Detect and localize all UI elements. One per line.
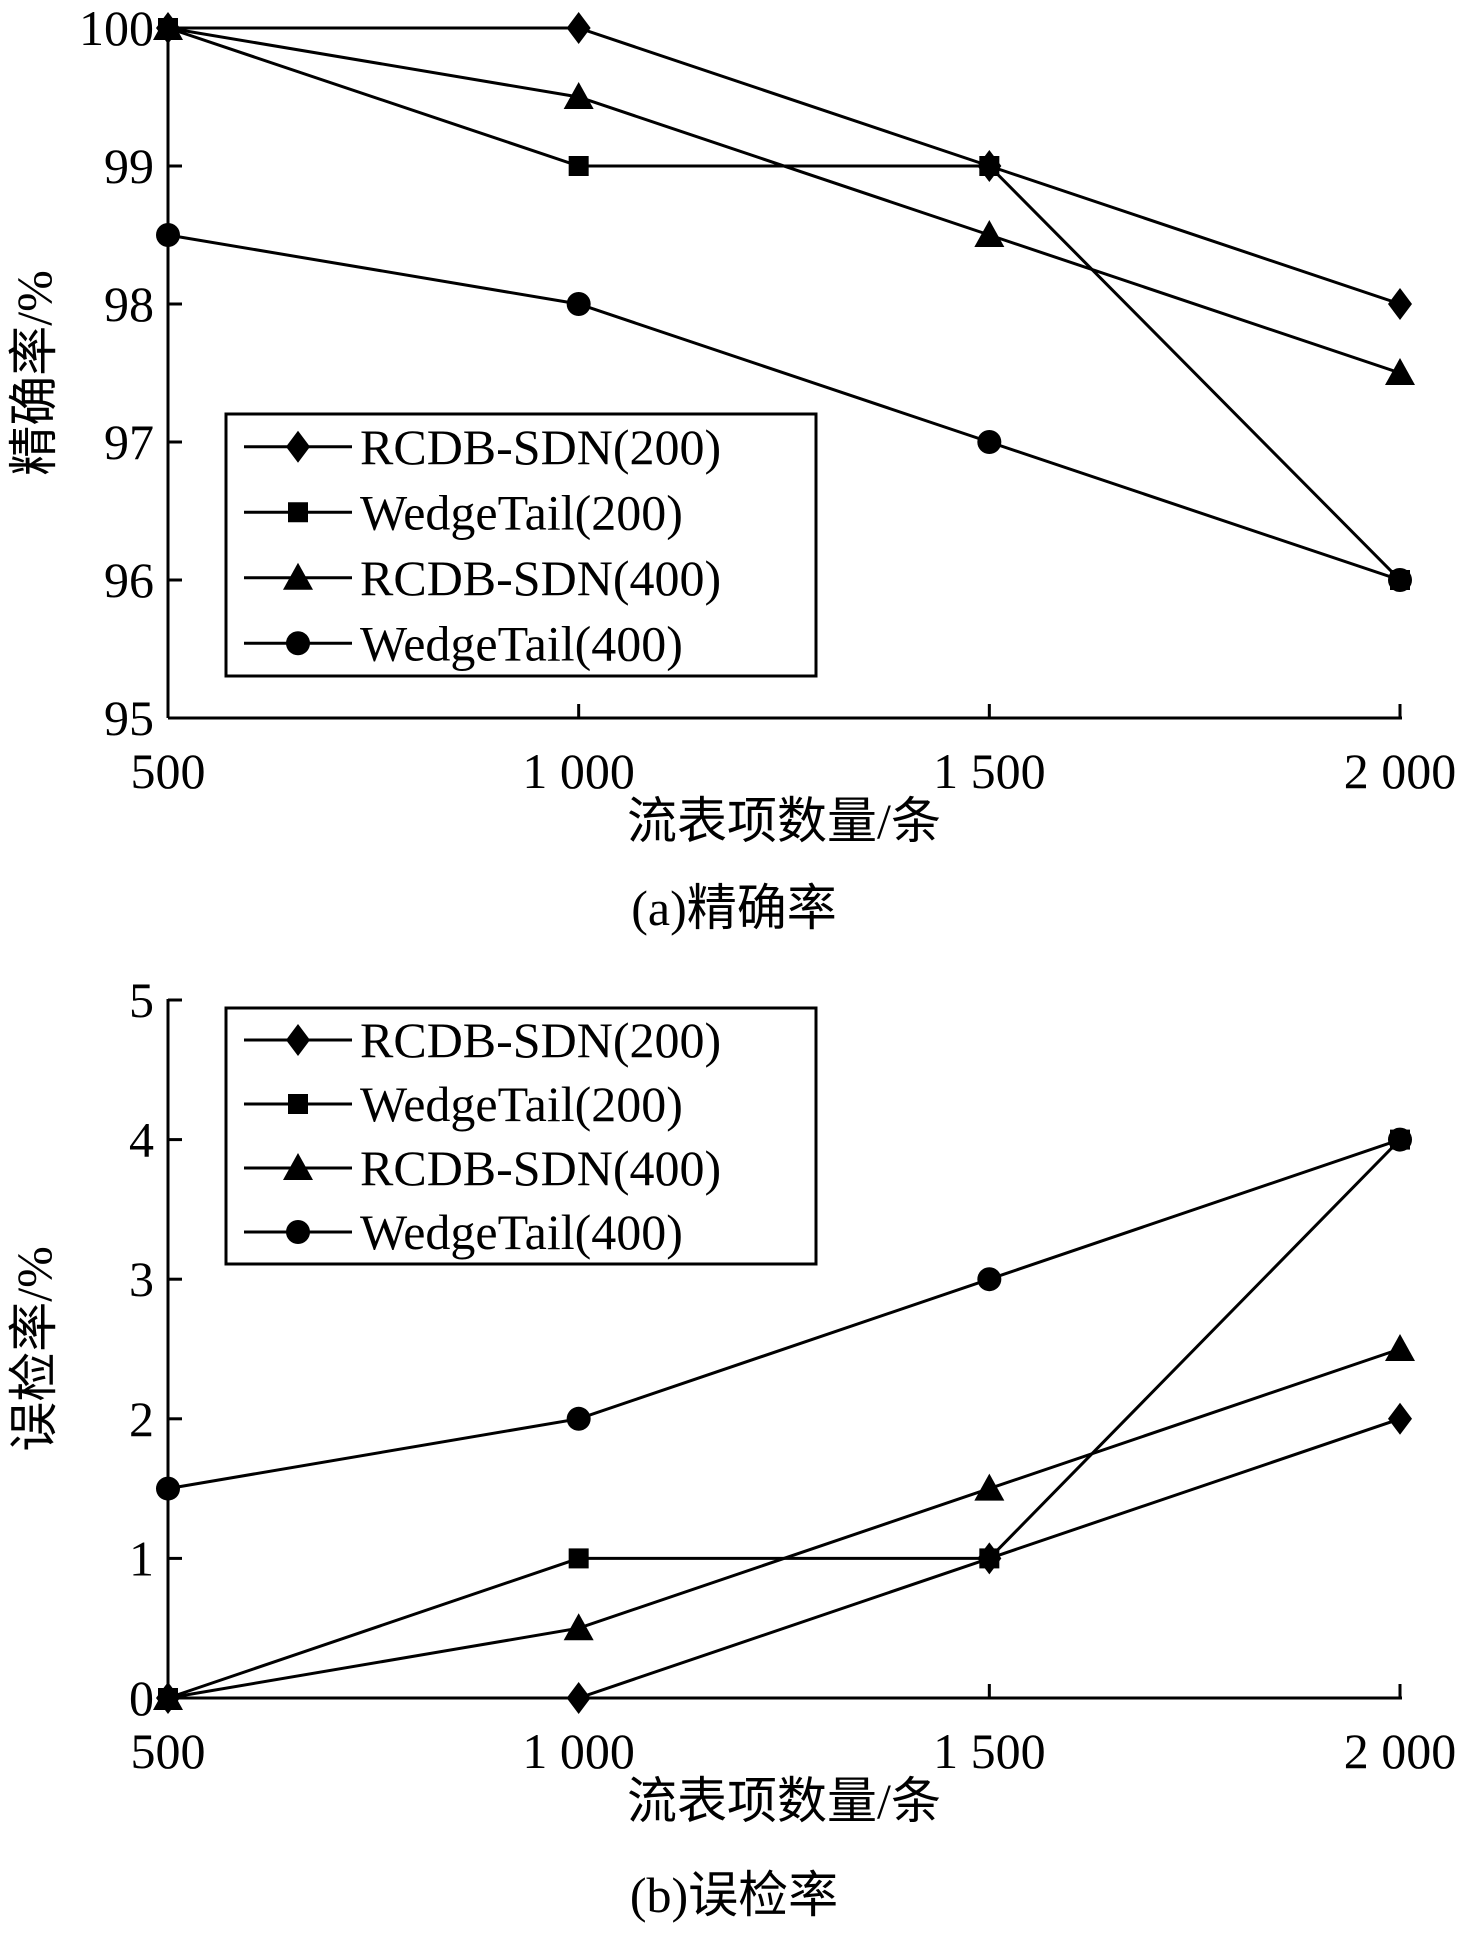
chart-0-y-tick-label: 96 (104, 552, 154, 608)
chart-0-y-tick-label: 97 (104, 414, 154, 470)
chart-0-y-tick-label: 98 (104, 276, 154, 332)
chart-1-legend-label: RCDB-SDN(200) (360, 1012, 721, 1068)
chart-0-legend-label: WedgeTail(400) (360, 615, 683, 671)
chart-0-legend-marker (286, 430, 310, 463)
chart-0-series-3-point (977, 430, 1002, 454)
chart-1-y-tick-label: 2 (129, 1391, 154, 1447)
chart-0-series-2-point (153, 13, 183, 40)
chart-1-x-tick-label: 1 000 (522, 1723, 635, 1779)
chart-1-series-1-point (979, 1548, 1000, 1569)
chart-0-legend-label: RCDB-SDN(200) (360, 419, 721, 475)
chart-1-x-axis-label: 流表项数量/条 (627, 1773, 941, 1829)
chart-0-series-0-point (1388, 288, 1412, 320)
chart-0-x-tick-label: 500 (131, 743, 206, 799)
chart-0-series-3-line (167, 233, 1401, 582)
chart-0-legend: RCDB-SDN(200) WedgeTail(200) RCDB-SDN(400)… (224, 412, 818, 678)
chart-1-legend-label: RCDB-SDN(400) (360, 1140, 721, 1196)
chart-0-series-1-point (568, 156, 589, 176)
chart-0-legend-marker (288, 502, 308, 523)
chart-0-y-tick-label: 99 (104, 138, 154, 194)
chart-1-legend: RCDB-SDN(200) WedgeTail(200) RCDB-SDN(400)… (224, 1006, 818, 1266)
chart-0-series-0-point (566, 12, 591, 44)
chart-0-x-tick-label: 1 000 (522, 743, 635, 799)
chart-0-series-2-point (1385, 358, 1415, 385)
chart-1-y-tick-label: 0 (129, 1670, 154, 1726)
chart-1-x-tick-label: 1 500 (933, 1723, 1046, 1779)
chart-1-series-1-point (568, 1548, 589, 1569)
chart-1-series-2-point (153, 1683, 183, 1710)
chart-0-y-axis-label: 精确率/% (6, 270, 62, 476)
chart-0-series-3-point (566, 292, 591, 316)
chart-1-series-2-point (563, 1613, 594, 1641)
chart-1-series-3-point (1388, 1127, 1412, 1152)
chart-0-y-tick-label: 95 (104, 690, 154, 746)
chart-1-series-3-point (977, 1267, 1002, 1292)
chart-1-series-2-point (1385, 1334, 1415, 1361)
chart-0-legend-marker (283, 562, 313, 590)
chart-1-legend-marker (283, 1153, 313, 1180)
chart-1-legend-label: WedgeTail(400) (360, 1204, 683, 1260)
chart-1-series-2-line (167, 1347, 1401, 1700)
chart-0-series-1-point (979, 156, 1000, 176)
chart-1-y-tick-label: 4 (129, 1112, 154, 1168)
chart-1-series-3-line (167, 1138, 1401, 1491)
chart-1-series-0-point (566, 1682, 591, 1714)
chart-1-x-tick-label: 500 (131, 1723, 206, 1779)
chart-0-series-2-point (563, 82, 594, 109)
chart-0-legend-label: WedgeTail(200) (360, 484, 683, 540)
chart-1-legend-label: WedgeTail(200) (360, 1076, 683, 1132)
chart-1-series-3-point (566, 1406, 591, 1431)
chart-0-y-tick-label: 100 (79, 0, 154, 56)
chart-1-y-axis-label: 误检率/% (6, 1246, 62, 1452)
chart-0-series-3-point (156, 223, 180, 247)
chart-0-series-3-point (1388, 568, 1412, 592)
chart-1-series-0-point (1388, 1402, 1412, 1435)
chart-1-legend-marker (286, 1220, 310, 1244)
chart-1-group: 0 1 2 3 4 5 500 1 000 1 500 2 000 流表项数量/条 误检率/% (b)误… (6, 972, 1456, 1923)
chart-1-x-tick-label: 2 000 (1344, 1723, 1457, 1779)
chart-1-series-2-point (974, 1473, 1005, 1501)
chart-1-legend-box (224, 1006, 818, 1266)
chart-0-legend-label: RCDB-SDN(400) (360, 550, 721, 606)
chart-0-legend-box (224, 412, 818, 678)
chart-1-legend-marker (286, 1024, 310, 1056)
chart-1-series-0-line (168, 1417, 1401, 1700)
chart-1-y-tick-label: 5 (129, 972, 154, 1028)
chart-0-series-0-line (168, 26, 1401, 306)
chart-0-group: 95 96 97 98 99 100 500 1 000 1 500 2 000 流表项数量/条 精确… (6, 0, 1456, 936)
chart-0-x-tick-label: 1 500 (933, 743, 1046, 799)
chart-1-series-3-point (156, 1476, 180, 1501)
chart-0-x-tick-label: 2 000 (1344, 743, 1457, 799)
chart-1-caption: (b)误检率 (630, 1867, 838, 1923)
chart-0-x-axis-label: 流表项数量/条 (627, 793, 941, 849)
chart-1-legend-marker (288, 1094, 308, 1114)
chart-1-y-tick-label: 1 (129, 1530, 154, 1586)
chart-0-legend-marker (286, 631, 310, 656)
chart-0-series-2-line (167, 26, 1401, 375)
chart-1-y-tick-label: 3 (129, 1251, 154, 1307)
chart-0-caption: (a)精确率 (631, 880, 837, 936)
chart-0-series-2-point (974, 220, 1005, 247)
